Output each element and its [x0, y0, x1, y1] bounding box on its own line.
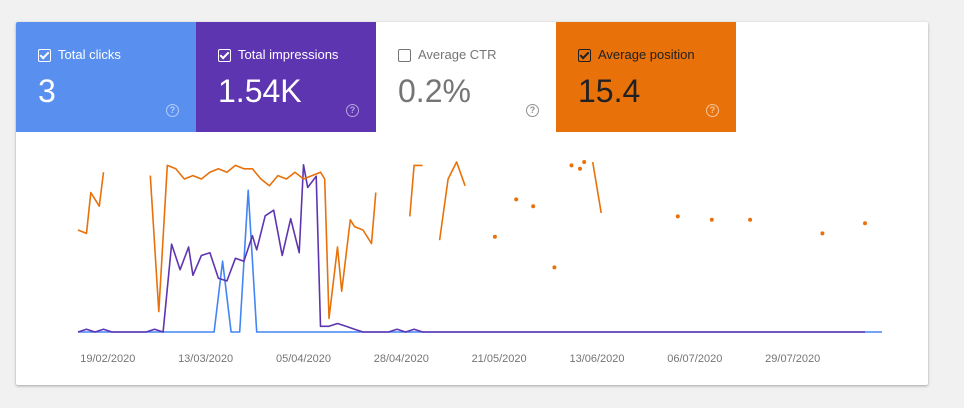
series-line-average-position — [77, 172, 105, 235]
series-point-average-position — [709, 217, 714, 222]
series-point-average-position — [748, 217, 753, 222]
series-line-total-impressions — [77, 164, 865, 333]
metric-average-ctr[interactable]: Average CTR 0.2% ? — [376, 22, 556, 132]
x-tick-label: 13/06/2020 — [569, 353, 624, 365]
series-point-average-position — [531, 204, 536, 209]
metric-value: 15.4 — [578, 73, 641, 109]
metric-tabs: Total clicks 3 ? Total impressions 1.54K… — [16, 22, 736, 132]
metric-header: Total impressions — [218, 48, 338, 62]
series-point-average-position — [582, 160, 587, 164]
checkbox-unchecked-icon[interactable] — [398, 48, 411, 62]
performance-card: Total clicks 3 ? Total impressions 1.54K… — [16, 22, 928, 385]
checkbox-checked-icon[interactable] — [218, 48, 231, 62]
x-tick-label: 21/05/2020 — [472, 353, 527, 365]
series-point-average-position — [675, 214, 680, 219]
series-point-average-position — [569, 163, 574, 168]
series-point-average-position — [492, 234, 497, 239]
metric-label: Average position — [598, 47, 695, 62]
series-point-average-position — [863, 221, 867, 226]
question-circle-icon[interactable]: ? — [346, 104, 359, 117]
performance-chart: 19/02/2020 13/03/2020 05/04/2020 28/04/2020… — [77, 160, 882, 365]
series-line-average-position — [591, 161, 602, 214]
series-point-average-position — [578, 166, 582, 171]
metric-header: Average CTR — [398, 48, 497, 62]
metric-average-position[interactable]: Average position 15.4 ? — [556, 22, 736, 132]
x-tick-label: 29/07/2020 — [765, 353, 820, 365]
metric-total-clicks[interactable]: Total clicks 3 ? — [16, 22, 196, 132]
series-line-average-position — [438, 161, 466, 241]
series-point-average-position — [552, 265, 557, 270]
metric-header: Average position — [578, 48, 695, 62]
x-tick-label: 06/07/2020 — [667, 353, 722, 365]
metric-label: Average CTR — [418, 47, 497, 62]
metric-value: 0.2% — [398, 73, 471, 109]
series-line-average-position — [409, 164, 423, 217]
metric-total-impressions[interactable]: Total impressions 1.54K ? — [196, 22, 376, 132]
x-tick-label: 05/04/2020 — [276, 353, 331, 365]
metric-header: Total clicks — [38, 48, 121, 62]
x-tick-label: 19/02/2020 — [80, 353, 135, 365]
series-line-total-clicks — [78, 189, 882, 333]
x-tick-label: 13/03/2020 — [178, 353, 233, 365]
series-line-average-position — [149, 164, 377, 320]
checkbox-checked-icon[interactable] — [38, 48, 51, 62]
question-circle-icon[interactable]: ? — [526, 104, 539, 117]
metric-label: Total clicks — [58, 47, 121, 62]
x-tick-label: 28/04/2020 — [374, 353, 429, 365]
series-point-average-position — [514, 197, 519, 202]
metric-value: 1.54K — [218, 73, 302, 109]
question-circle-icon[interactable]: ? — [166, 104, 179, 117]
metric-value: 3 — [38, 73, 56, 109]
question-circle-icon[interactable]: ? — [706, 104, 719, 117]
series-point-average-position — [820, 231, 825, 236]
metric-label: Total impressions — [238, 47, 339, 62]
checkbox-checked-icon[interactable] — [578, 48, 591, 62]
